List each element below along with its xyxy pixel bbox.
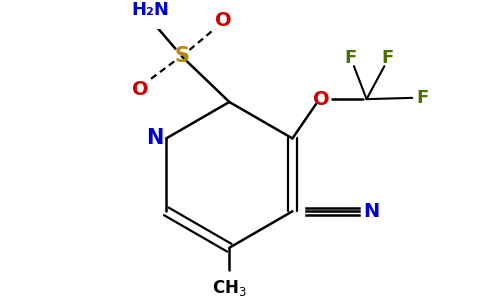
- Text: O: O: [313, 90, 329, 109]
- Text: N: N: [146, 128, 164, 148]
- Text: CH$_3$: CH$_3$: [212, 278, 247, 298]
- Text: F: F: [345, 49, 357, 67]
- Text: O: O: [132, 80, 148, 99]
- Text: O: O: [215, 11, 231, 30]
- Text: N: N: [363, 202, 380, 221]
- Text: F: F: [417, 89, 429, 107]
- Text: F: F: [381, 49, 393, 67]
- Text: H₂N: H₂N: [131, 1, 169, 19]
- Text: S: S: [174, 46, 189, 66]
